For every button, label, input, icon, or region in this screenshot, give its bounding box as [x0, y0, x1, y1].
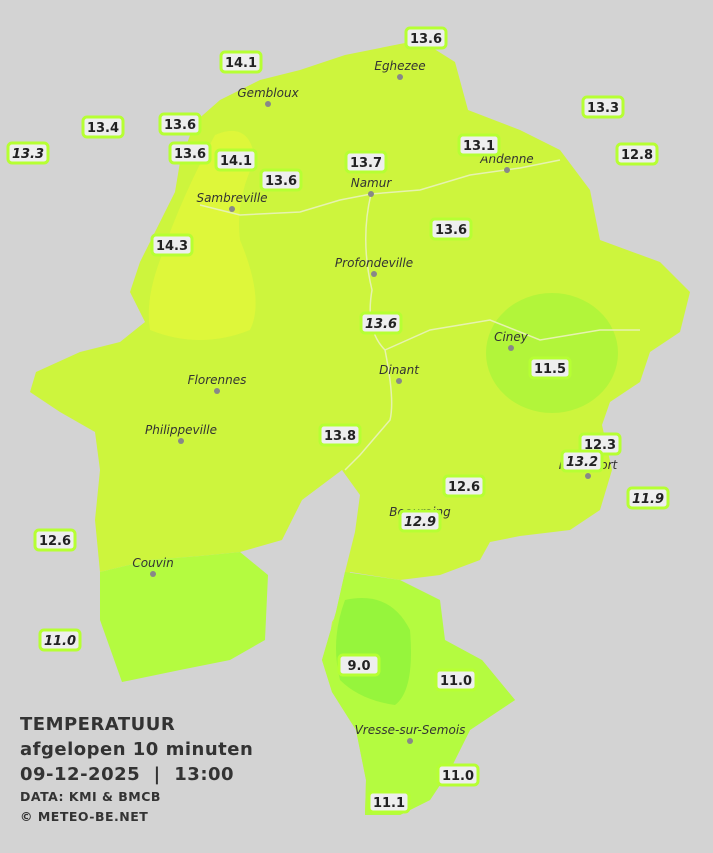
- town-label: Namur: [351, 176, 393, 190]
- station-value: 12.6: [448, 480, 480, 495]
- station-box: [626, 486, 670, 510]
- town-dot: [214, 388, 220, 394]
- station-box: [436, 763, 480, 787]
- station-box: [81, 115, 125, 139]
- town-label: Gembloux: [237, 86, 299, 100]
- station-box: [581, 95, 625, 119]
- station-box: [367, 790, 411, 814]
- station-box: [398, 509, 442, 533]
- station-value: 11.1: [373, 796, 405, 811]
- legend-subtitle: afgelopen 10 minuten: [20, 739, 254, 760]
- station-value: 14.3: [156, 239, 188, 254]
- station-value: 11.0: [442, 769, 474, 784]
- station-value: 13.2: [566, 455, 598, 470]
- town-dot: [585, 473, 591, 479]
- station-box: [33, 528, 77, 552]
- station-value: 12.3: [584, 438, 616, 453]
- station-value: 13.6: [365, 317, 397, 332]
- station-box: [404, 26, 448, 50]
- station-value: 13.3: [587, 101, 619, 116]
- legend: TEMPERATUUR afgelopen 10 minuten 09-12-2…: [20, 712, 253, 827]
- station-value: 13.4: [87, 121, 119, 136]
- station-value: 13.6: [435, 223, 467, 238]
- station-box: [168, 141, 212, 165]
- town-label: Vresse-sur-Semois: [355, 723, 466, 737]
- station-value: 13.1: [463, 139, 495, 154]
- station-value: 13.6: [410, 32, 442, 47]
- station-box: [434, 668, 478, 692]
- station-box: [429, 217, 473, 241]
- town-dot: [508, 345, 514, 351]
- legend-credit: © METEO-BE.NET: [20, 809, 149, 824]
- town-dot: [178, 438, 184, 444]
- station-box: [337, 653, 381, 677]
- station-value: 13.6: [265, 174, 297, 189]
- town-dot: [150, 571, 156, 577]
- station-box: [6, 141, 50, 165]
- town-dot: [407, 738, 413, 744]
- station-box: [158, 112, 202, 136]
- station-box: [457, 133, 501, 157]
- station-value: 14.1: [225, 56, 257, 71]
- station-box: [560, 449, 604, 473]
- station-value: 12.6: [39, 534, 71, 549]
- town-label: Sambreville: [196, 191, 267, 205]
- cold-zone: [336, 598, 411, 705]
- town-label: Dinant: [379, 363, 420, 377]
- town-dot: [504, 167, 510, 173]
- station-value: 11.0: [44, 634, 76, 649]
- town-dot: [397, 74, 403, 80]
- town-dot: [396, 378, 402, 384]
- station-value: 9.0: [347, 659, 370, 674]
- station-box: [150, 233, 194, 257]
- legend-title: TEMPERATUUR: [20, 714, 176, 735]
- station-value: 11.9: [632, 492, 664, 507]
- station-box: [219, 50, 263, 74]
- town-label: Couvin: [132, 556, 173, 570]
- town-dot: [229, 206, 235, 212]
- station-value: 13.6: [164, 118, 196, 133]
- town-label: Philippeville: [145, 423, 217, 437]
- station-box: [214, 148, 258, 172]
- town-dot: [371, 271, 377, 277]
- town-dot: [368, 191, 374, 197]
- station-box: [442, 474, 486, 498]
- warm-zone: [148, 130, 256, 340]
- town-label: Florennes: [188, 373, 247, 387]
- station-value: 11.5: [534, 362, 566, 377]
- station-value: 13.8: [324, 429, 356, 444]
- cool-zone: [486, 293, 618, 413]
- station-box: [38, 628, 82, 652]
- station-value: 13.7: [350, 156, 382, 171]
- station-value: 11.0: [440, 674, 472, 689]
- station-box: [615, 142, 659, 166]
- station-value: 13.6: [174, 147, 206, 162]
- legend-source: DATA: KMI & BMCB: [20, 789, 161, 804]
- town-label: Profondeville: [335, 256, 413, 270]
- cool-zone: [100, 552, 268, 682]
- station-value: 12.8: [621, 148, 653, 163]
- station-value: 13.3: [12, 147, 44, 162]
- station-box: [259, 168, 303, 192]
- town-label: Eghezee: [374, 59, 425, 73]
- station-box: [528, 356, 572, 380]
- station-box: [318, 423, 362, 447]
- town-label: Ciney: [494, 330, 529, 344]
- station-box: [344, 150, 388, 174]
- town-dot: [265, 101, 271, 107]
- station-box: [359, 311, 403, 335]
- station-value: 14.1: [220, 154, 252, 169]
- legend-datetime: 09-12-2025 | 13:00: [20, 764, 235, 785]
- station-value: 12.9: [404, 515, 436, 530]
